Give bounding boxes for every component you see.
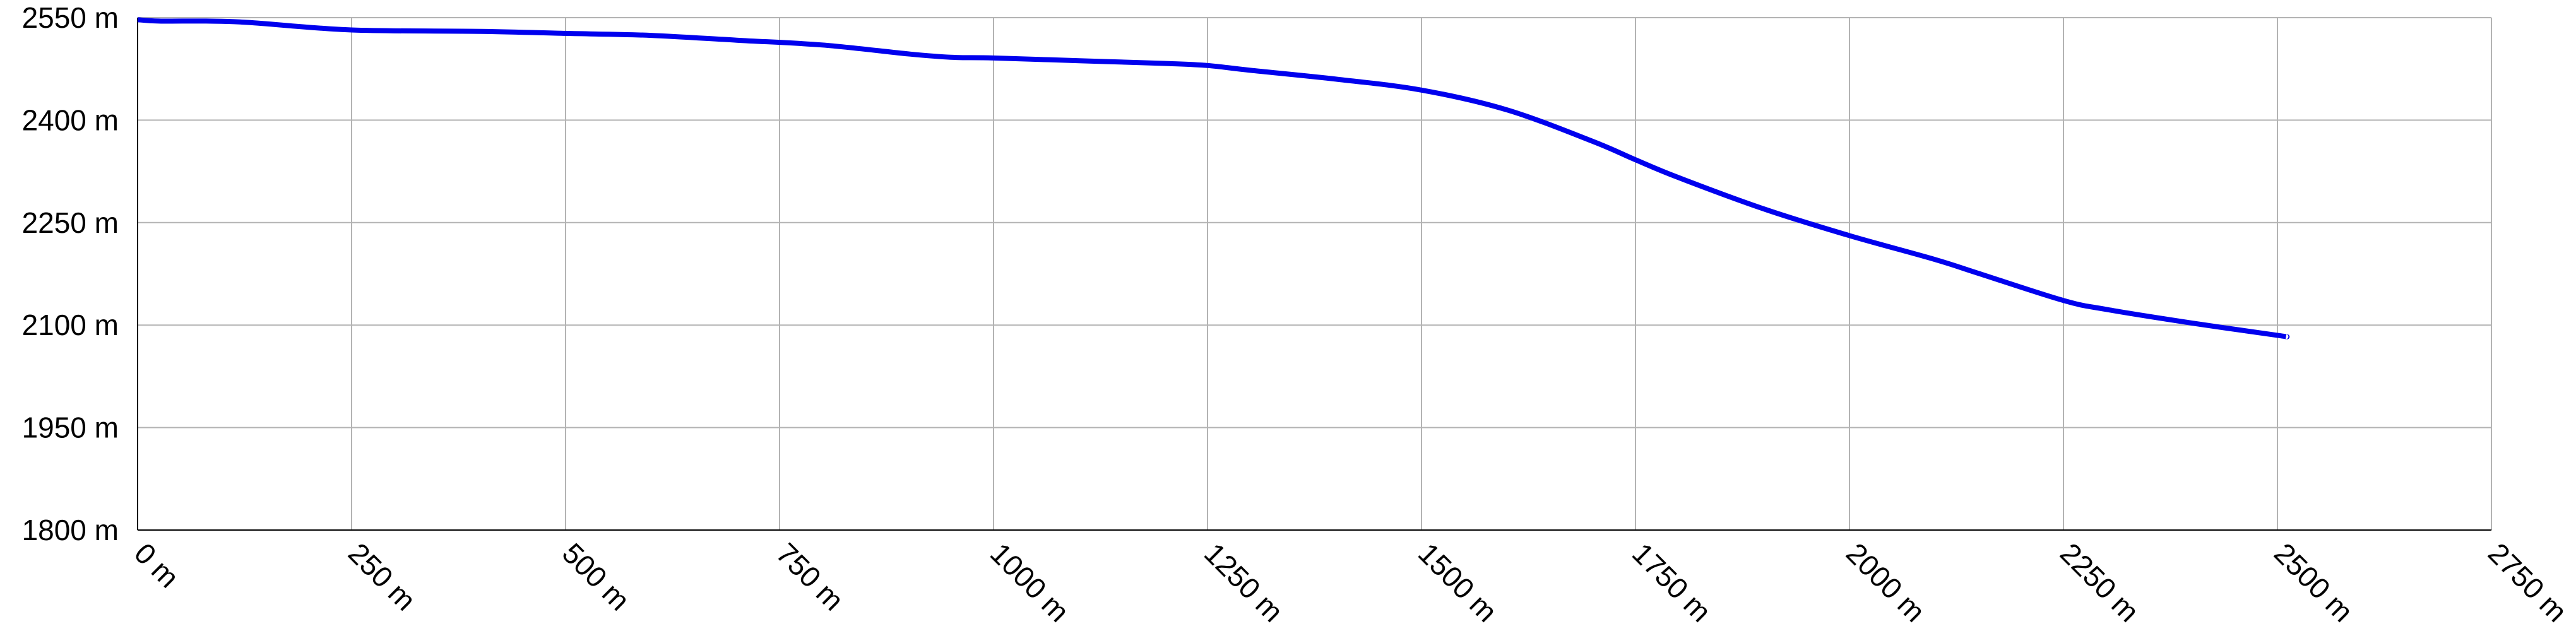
x-axis-tick-labels: 0 m 250 m 500 m 750 m 1000 m 1250 m 1500 m 1750…: [128, 536, 2573, 628]
x-tick-label: 500 m: [556, 536, 636, 616]
y-tick-label: 2100 m: [22, 309, 119, 341]
x-tick-label: 1250 m: [1198, 536, 1290, 628]
series-area: [137, 17, 2290, 339]
x-tick-label: 2750 m: [2482, 536, 2573, 628]
x-tick-label: 1000 m: [984, 536, 1076, 628]
x-tick-label: 750 m: [770, 536, 850, 616]
x-tick-label: 2000 m: [1840, 536, 1932, 628]
x-tick-label: 2250 m: [2054, 536, 2146, 628]
x-tick-label: 0 m: [128, 536, 186, 594]
x-tick-label: 250 m: [342, 536, 422, 616]
y-tick-label: 2250 m: [22, 206, 119, 239]
grid: [137, 17, 2492, 531]
y-tick-label: 1800 m: [22, 514, 119, 546]
y-axis-tick-labels: 1800 m 1950 m 2100 m 2250 m 2400 m 2550 m: [22, 1, 119, 546]
y-tick-label: 1950 m: [22, 411, 119, 444]
x-tick-label: 1500 m: [1412, 536, 1504, 628]
axes: [137, 18, 2491, 531]
x-tick-label: 2500 m: [2268, 536, 2359, 628]
y-tick-label: 2400 m: [22, 103, 119, 136]
elevation-series-line-0: [137, 17, 2290, 339]
y-tick-label: 2550 m: [22, 1, 119, 34]
x-tick-label: 1750 m: [1626, 536, 1718, 628]
